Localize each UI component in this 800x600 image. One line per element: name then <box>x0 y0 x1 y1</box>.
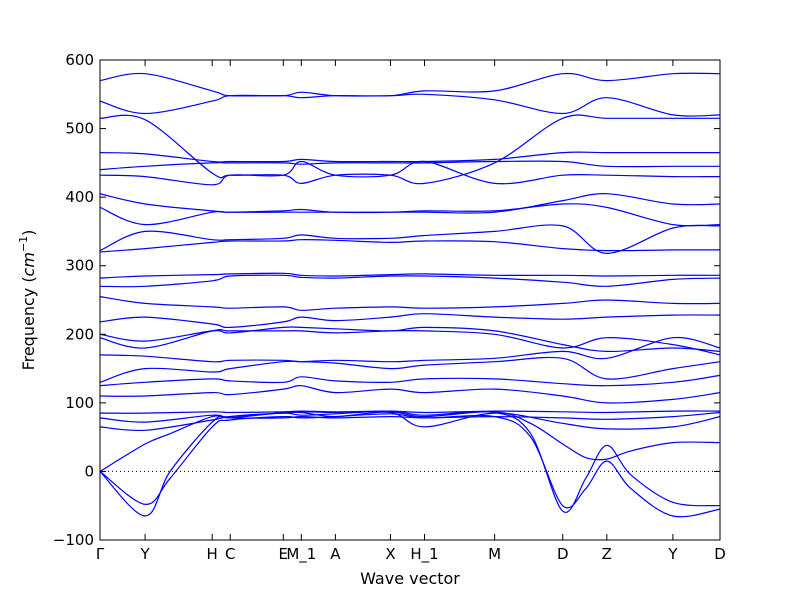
band-line-3 <box>100 411 720 472</box>
band-line-7 <box>100 385 720 404</box>
y-axis-ticks: −100 0 100 200 300 400 500 600 <box>53 51 720 549</box>
x-tick-label: Z <box>602 545 612 563</box>
band-line-19 <box>100 203 720 227</box>
x-tick-label: A <box>330 545 341 563</box>
band-line-25 <box>100 91 720 117</box>
band-line-23 <box>100 151 720 163</box>
band-line-24 <box>100 114 720 185</box>
band-line-18 <box>100 224 720 255</box>
x-tick-label: X <box>385 545 395 563</box>
series-layer <box>100 72 720 518</box>
band-line-26 <box>100 72 720 99</box>
band-line-12 <box>100 326 720 353</box>
x-axis-ticks: Γ Y H C EM_1 A X H_1 M D Z Y D <box>96 60 726 564</box>
y-tick-label: 400 <box>65 188 94 206</box>
band-line-10 <box>100 336 720 363</box>
y-tick-label: 500 <box>65 120 94 138</box>
band-line-16 <box>100 272 720 279</box>
band-line-21 <box>100 160 720 186</box>
x-tick-label: Γ <box>96 545 105 563</box>
band-line-17 <box>100 239 720 253</box>
band-line-1 <box>100 413 720 518</box>
band-line-5 <box>100 411 720 423</box>
x-tick-label: Y <box>139 545 150 563</box>
band-line-8 <box>100 374 720 387</box>
x-tick-label: M_1 <box>286 545 316 564</box>
y-axis-label-text: Frequency ( <box>19 276 38 370</box>
band-line-14 <box>100 296 720 311</box>
x-tick-label: H_1 <box>410 545 438 564</box>
x-tick-label: C <box>225 545 235 563</box>
band-line-9 <box>100 356 720 383</box>
y-axis-label-close: ) <box>19 230 38 236</box>
band-line-22 <box>100 160 720 171</box>
x-tick-label: Y <box>667 545 678 563</box>
band-line-6 <box>100 410 720 414</box>
x-tick-label: M <box>488 545 501 563</box>
y-tick-label: 200 <box>65 325 94 343</box>
band-line-20 <box>100 193 720 214</box>
y-axis-label: Frequency (cm−1) <box>17 230 38 371</box>
y-tick-label: 0 <box>84 462 94 480</box>
y-tick-label: 300 <box>65 257 94 275</box>
x-axis-label: Wave vector <box>360 569 460 588</box>
band-line-4 <box>100 411 720 432</box>
y-tick-label: −100 <box>53 531 94 549</box>
band-line-2 <box>100 410 720 517</box>
x-tick-label: D <box>714 545 726 563</box>
x-tick-label: H <box>207 545 218 563</box>
y-tick-label: 100 <box>65 394 94 412</box>
y-tick-label: 600 <box>65 51 94 69</box>
band-line-15 <box>100 274 720 288</box>
band-line-13 <box>100 313 720 329</box>
x-tick-label: D <box>557 545 569 563</box>
plot-frame <box>99 59 721 541</box>
y-axis-label-exponent: −1 <box>17 236 30 252</box>
y-axis-label-unit: cm <box>19 252 38 276</box>
x-tick-label: E <box>279 545 288 563</box>
